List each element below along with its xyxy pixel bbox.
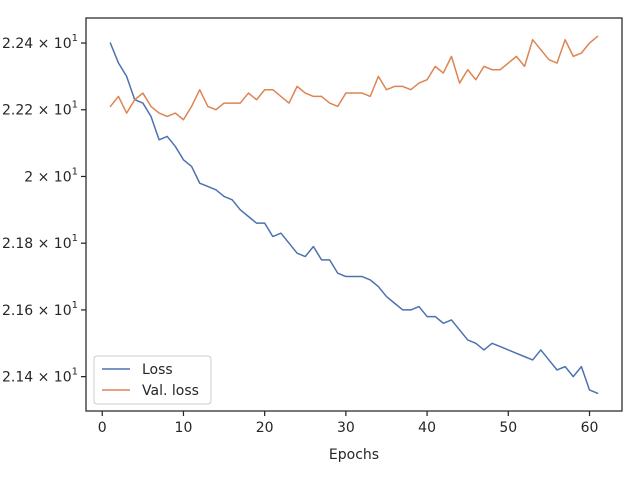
x-tick-label: 0	[98, 420, 107, 436]
y-tick-mantissa: 2.16	[2, 303, 33, 319]
y-tick-base: 10	[54, 236, 72, 252]
x-tick-label: 30	[337, 420, 355, 436]
y-tick-mantissa: 2.24	[2, 36, 33, 52]
y-tick-base: 10	[54, 169, 72, 185]
legend-label: Val. loss	[142, 383, 199, 399]
y-tick-times: ×	[33, 370, 54, 386]
y-tick-times: ×	[33, 236, 54, 252]
y-tick-times: ×	[33, 103, 54, 119]
y-tick-times: ×	[33, 169, 54, 185]
x-tick-label: 50	[499, 420, 517, 436]
y-tick-base: 10	[54, 370, 72, 386]
y-tick-label: 2.14 × 101	[2, 367, 78, 386]
y-tick-base: 10	[54, 36, 72, 52]
series-lines	[109, 35, 599, 395]
legend-label: Loss	[142, 362, 173, 378]
y-tick-mantissa: 2.18	[2, 236, 33, 252]
x-tick-label: 10	[175, 420, 193, 436]
x-axis-label: Epochs	[329, 447, 379, 463]
x-tick-label: 20	[256, 420, 274, 436]
y-tick-label: 2.24 × 101	[2, 33, 78, 52]
y-tick-mantissa: 2.14	[2, 370, 33, 386]
y-tick-base: 10	[54, 103, 72, 119]
legend-box	[93, 355, 212, 405]
y-tick-label: 2.22 × 101	[2, 100, 78, 119]
y-tick-label: 2.18 × 101	[2, 233, 78, 252]
y-tick-exponent: 1	[72, 233, 78, 244]
y-tick-exponent: 1	[72, 166, 78, 177]
y-tick-base: 10	[54, 303, 72, 319]
y-tick-times: ×	[33, 36, 54, 52]
y-tick-mantissa: 2.22	[2, 103, 33, 119]
x-tick-label: 60	[581, 420, 599, 436]
y-tick-times: ×	[33, 303, 54, 319]
x-tick-label: 40	[418, 420, 436, 436]
y-tick-exponent: 1	[72, 300, 78, 311]
series-line-val-loss	[109, 35, 599, 121]
y-tick-mantissa: 2	[24, 169, 33, 185]
y-tick-label: 2 × 101	[24, 166, 78, 185]
y-tick-exponent: 1	[72, 367, 78, 378]
y-tick-exponent: 1	[72, 33, 78, 44]
y-tick-label: 2.16 × 101	[2, 300, 78, 319]
series-line-loss	[109, 42, 599, 395]
legend: Loss Val. loss	[93, 355, 212, 405]
y-tick-exponent: 1	[72, 100, 78, 111]
plot-frame	[85, 17, 623, 412]
